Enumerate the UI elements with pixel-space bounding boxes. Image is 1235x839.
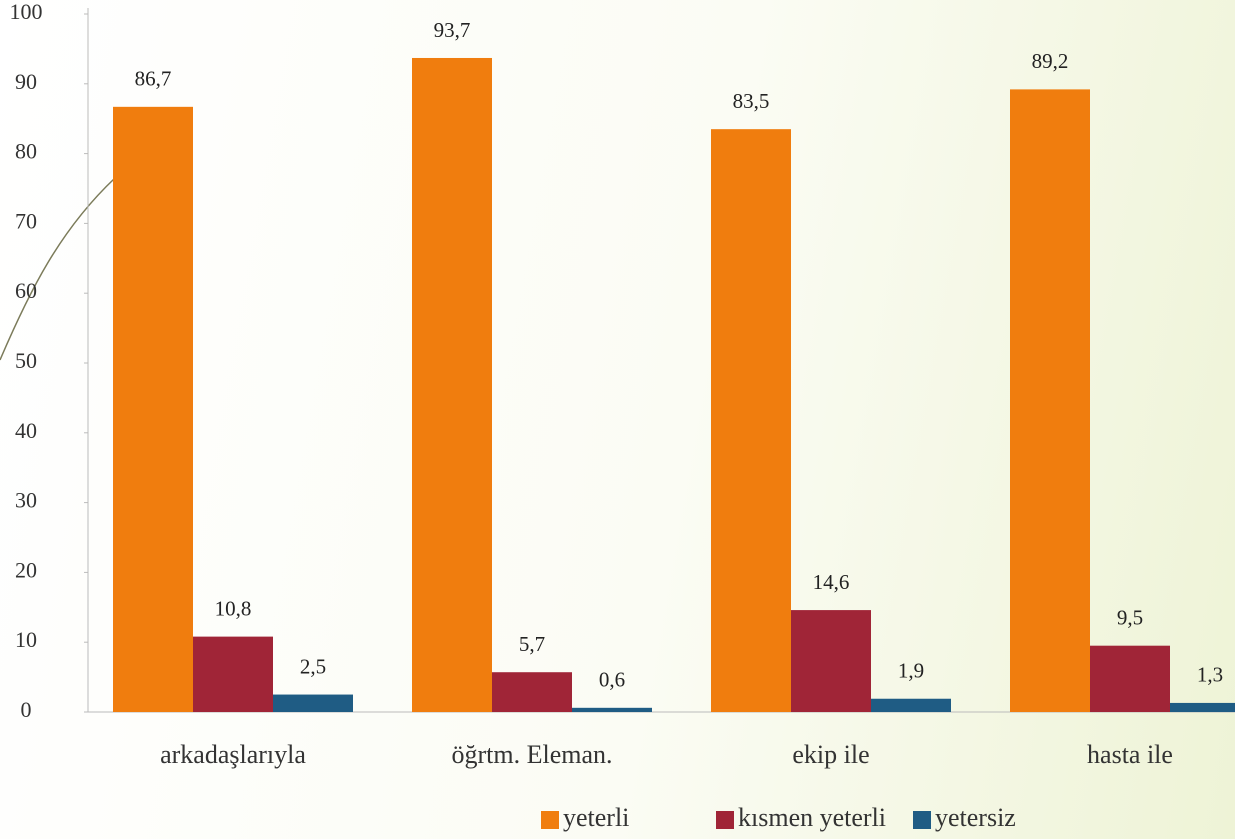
y-tick-label: 50 — [15, 348, 37, 373]
bar — [1010, 89, 1090, 712]
bar — [871, 698, 951, 712]
y-tick-label: 80 — [15, 139, 37, 164]
x-tick-label: arkadaşlarıyla — [160, 740, 306, 769]
bar — [193, 636, 273, 712]
data-label: 89,2 — [1032, 49, 1069, 73]
bar — [492, 672, 572, 712]
data-label: 0,6 — [599, 668, 625, 692]
x-tick-label: öğrtm. Eleman. — [451, 740, 612, 769]
y-tick-label: 100 — [10, 0, 43, 24]
data-label: 86,7 — [135, 67, 172, 91]
bar — [572, 707, 652, 712]
bar — [1090, 645, 1170, 712]
decorative-curve — [0, 177, 116, 361]
y-tick-label: 10 — [15, 627, 37, 652]
bar — [1170, 702, 1235, 712]
x-tick-label: ekip ile — [792, 740, 869, 769]
legend-label: kısmen yeterli — [738, 803, 886, 832]
data-label: 2,5 — [300, 654, 326, 678]
legend-label: yeterli — [563, 803, 629, 832]
bar — [273, 694, 353, 712]
y-tick-label: 20 — [15, 557, 37, 582]
x-tick-label: hasta ile — [1087, 740, 1173, 769]
y-tick-label: 40 — [15, 418, 37, 443]
data-label: 1,3 — [1197, 663, 1223, 687]
y-tick-label: 0 — [21, 697, 32, 722]
data-label: 9,5 — [1117, 606, 1143, 630]
data-label: 5,7 — [519, 632, 545, 656]
y-tick-label: 70 — [15, 208, 37, 233]
bar — [412, 57, 492, 712]
bar — [791, 610, 871, 712]
data-label: 93,7 — [434, 18, 471, 42]
y-tick-label: 90 — [15, 69, 37, 94]
legend-swatch — [541, 811, 559, 829]
y-tick-label: 60 — [15, 278, 37, 303]
legend-swatch — [716, 811, 734, 829]
data-label: 1,9 — [898, 659, 924, 683]
data-label: 83,5 — [733, 89, 770, 113]
bar — [711, 129, 791, 713]
bar — [113, 106, 193, 713]
legend-swatch — [913, 811, 931, 829]
y-tick-label: 30 — [15, 488, 37, 513]
data-label: 10,8 — [215, 596, 252, 620]
data-label: 14,6 — [813, 570, 850, 594]
legend-label: yetersiz — [935, 803, 1016, 832]
